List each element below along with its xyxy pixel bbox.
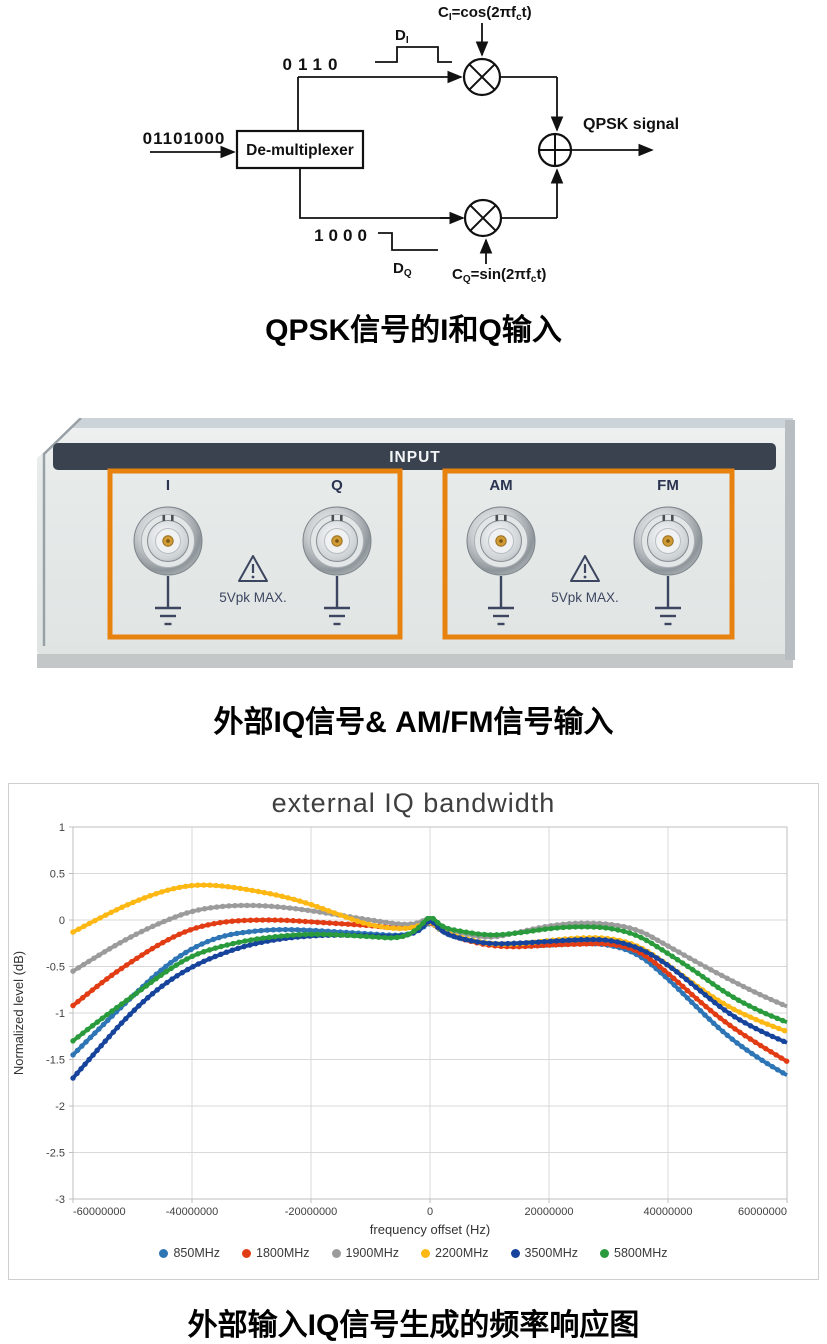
y-tick-label: -1 — [55, 1008, 65, 1020]
x-tick-label: 60000000 — [738, 1206, 787, 1218]
cq-carrier-label: CQ=sin(2πfct) — [452, 266, 546, 285]
bnc-connector-q — [302, 506, 372, 576]
legend-label: 1800MHz — [256, 1246, 310, 1260]
panel-right-edge — [785, 420, 795, 660]
diagram-caption: QPSK信号的I和Q输入 — [265, 314, 562, 347]
series-dots-1900MHz — [70, 902, 790, 1010]
legend-label: 5800MHz — [614, 1246, 668, 1260]
panel-body — [37, 428, 793, 655]
bnc-connector-fm — [633, 506, 703, 576]
panel-caption: 外部IQ信号& AM/FM信号输入 — [213, 706, 614, 739]
legend-item-1900MHz: 1900MHz — [331, 1246, 400, 1260]
connector-label-fm: FM — [657, 477, 679, 494]
legend-dot — [159, 1248, 169, 1258]
q-pulse-waveform — [378, 232, 438, 251]
amfm-group-outline — [442, 468, 735, 640]
legend-label: 3500MHz — [524, 1246, 579, 1260]
series-dots-5800MHz — [70, 915, 790, 1044]
warning-text-iq: 5Vpk MAX. — [219, 590, 287, 605]
x-tick-label: -60000000 — [73, 1206, 126, 1218]
legend-item-3500MHz: 3500MHz — [510, 1246, 579, 1260]
series-dots-3500MHz — [70, 918, 790, 1081]
x-tick-label: 40000000 — [644, 1206, 693, 1218]
dq-label: DQ — [393, 260, 412, 279]
x-tick-label: -20000000 — [285, 1206, 338, 1218]
y-tick-label: -2.5 — [46, 1148, 65, 1160]
di-label: DI — [395, 27, 409, 46]
connector-label-q: Q — [331, 477, 343, 494]
summer — [537, 132, 573, 168]
x-tick-label: -40000000 — [166, 1206, 219, 1218]
bnc-connector-am — [466, 506, 536, 576]
legend-item-2200MHz: 2200MHz — [421, 1246, 489, 1260]
demultiplexer-label: De-multiplexer — [246, 142, 354, 159]
warning-text-amfm: 5Vpk MAX. — [551, 590, 619, 605]
legend-dot — [331, 1248, 341, 1258]
y-axis-title: Normalized level (dB) — [11, 951, 26, 1075]
chart-plot: Normalized level (dB) frequency offset (… — [11, 822, 790, 1237]
legend-dot — [510, 1248, 520, 1258]
legend-dot — [242, 1248, 252, 1258]
legend-dot — [421, 1248, 431, 1258]
legend-dot — [600, 1248, 610, 1258]
legend-label: 1900MHz — [345, 1246, 400, 1260]
bnc-connector-i — [133, 506, 203, 576]
panel-left-bevel — [42, 418, 82, 646]
q-branch-line — [299, 168, 463, 219]
input-bits-label: 01101000 — [143, 129, 226, 148]
qpsk-diagram: 01101000 De-multiplexer 0110 DI CI=cos(2… — [143, 4, 679, 285]
y-tick-label: 0 — [59, 915, 65, 927]
y-tick-label: 1 — [59, 822, 65, 834]
y-tick-label: -1.5 — [46, 1055, 65, 1067]
panel-top-edge — [37, 418, 793, 430]
i-bits-label: 0110 — [283, 55, 344, 74]
x-tick-label: 0 — [427, 1206, 433, 1218]
q-bits-label: 1000 — [314, 226, 372, 245]
ci-carrier-label: CI=cos(2πfct) — [438, 4, 532, 23]
i-pulse-waveform — [375, 46, 452, 63]
panel-bottom-edge — [37, 654, 793, 668]
y-tick-label: -2 — [55, 1101, 65, 1113]
chart-container: external IQ bandwidth Normalized level (… — [8, 783, 819, 1280]
qpsk-signal-label: QPSK signal — [583, 116, 679, 133]
legend-item-850MHz: 850MHz — [159, 1246, 220, 1260]
legend-label: 2200MHz — [435, 1246, 489, 1260]
x-axis-title: frequency offset (Hz) — [370, 1222, 490, 1237]
input-header-band — [53, 443, 776, 470]
mixer-i — [462, 57, 502, 97]
x-tick-label: 20000000 — [525, 1206, 574, 1218]
legend-item-5800MHz: 5800MHz — [600, 1246, 668, 1260]
chart-legend: 850MHz 1800MHz 1900MHz 2200MHz 3500MHz 5800MH… — [9, 1246, 818, 1260]
mixer-q — [463, 198, 503, 238]
iq-group-outline — [107, 468, 403, 640]
legend-item-1800MHz: 1800MHz — [242, 1246, 310, 1260]
y-tick-label: -3 — [55, 1194, 65, 1206]
chart-caption: 外部输入IQ信号生成的频率响应图 — [187, 1309, 640, 1342]
y-tick-label: -0.5 — [46, 962, 65, 974]
connector-label-i: I — [166, 477, 170, 494]
y-tick-label: 0.5 — [50, 869, 65, 881]
chart-title: external IQ bandwidth — [271, 788, 556, 818]
legend-label: 850MHz — [173, 1246, 221, 1260]
input-header-label: INPUT — [389, 449, 441, 466]
input-panel-photo: INPUT I Q AM FM 5Vpk MAX. 5Vpk MAX. — [35, 418, 795, 668]
connector-label-am: AM — [489, 477, 512, 494]
